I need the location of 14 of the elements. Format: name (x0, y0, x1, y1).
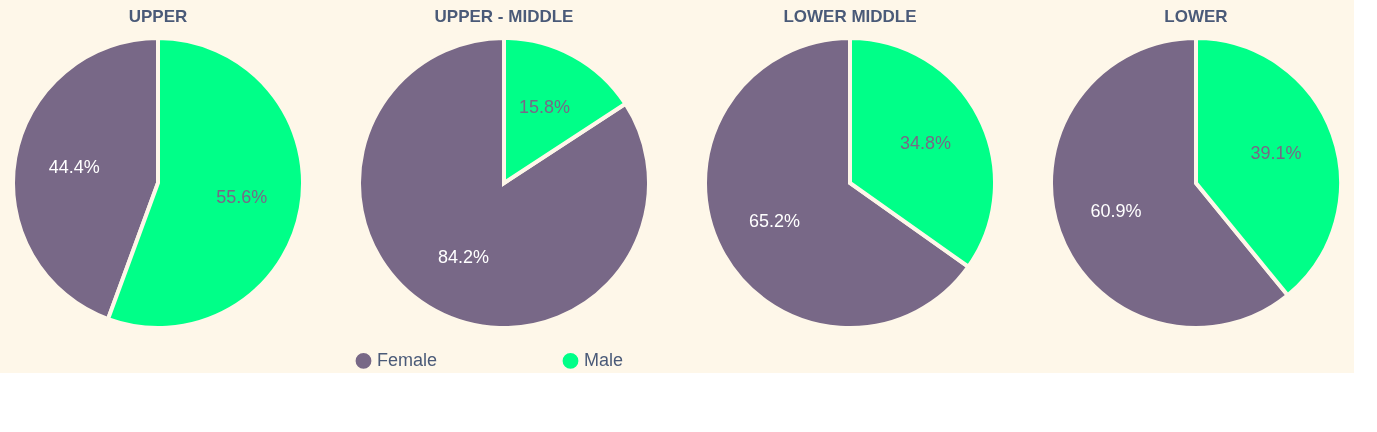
data-label: 34.8% (899, 132, 952, 153)
legend-label: Male (584, 349, 624, 370)
data-label: 39.1% (1250, 143, 1302, 164)
data-label: 55.6% (216, 186, 268, 207)
chart-title: UPPER - MIDDLE (434, 7, 574, 26)
chart-title: LOWER MIDDLE (783, 7, 917, 26)
data-label: 15.8% (518, 97, 570, 118)
data-label: 44.4% (48, 157, 100, 178)
chart-title: LOWER (1164, 7, 1228, 26)
chart-title: UPPER (128, 7, 188, 26)
legend-label: Female (377, 349, 438, 370)
data-label: 84.2% (438, 246, 490, 267)
data-label: 60.9% (1090, 200, 1142, 221)
data-label: 65.2% (748, 211, 801, 232)
